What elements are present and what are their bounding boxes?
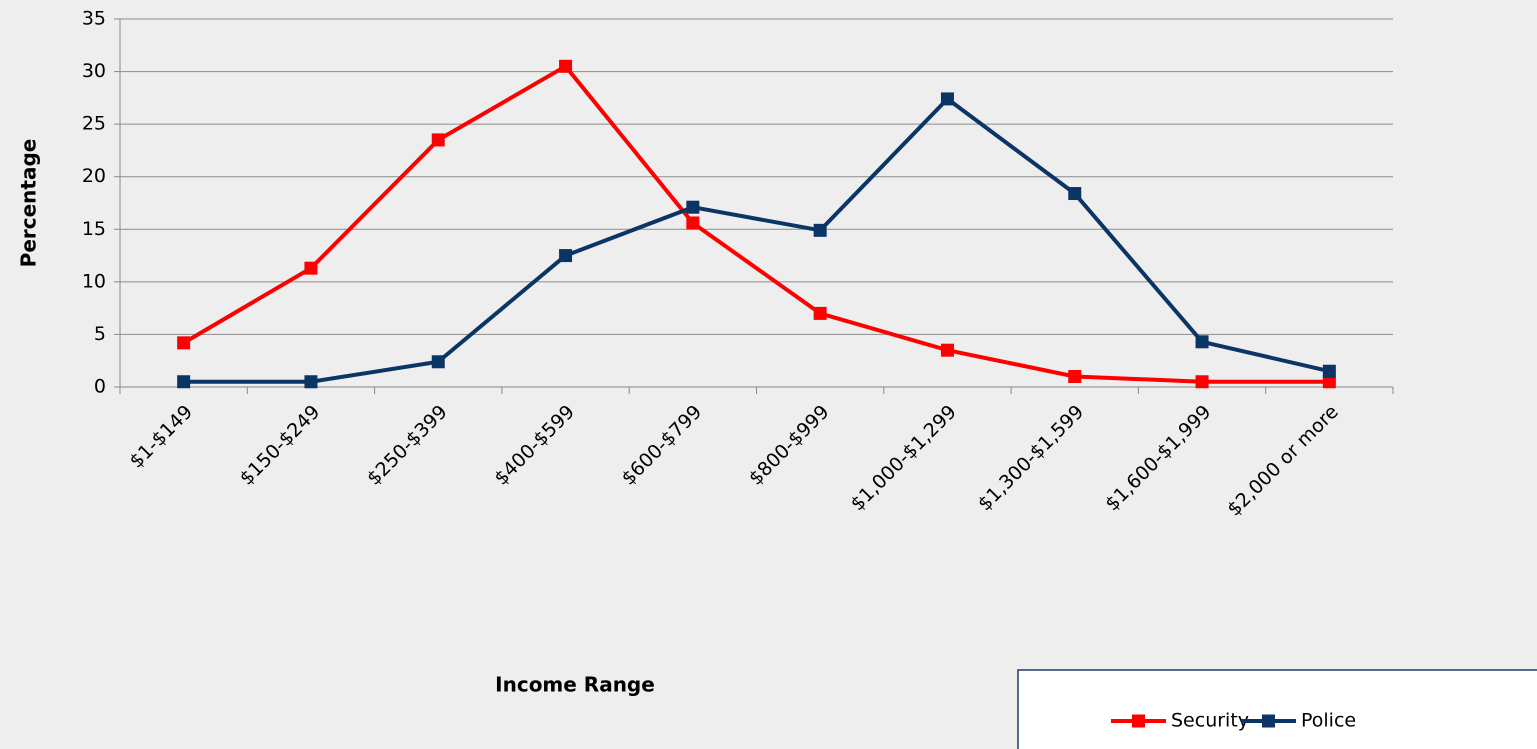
y-tick-label: 30 [82,60,106,82]
x-tick-label: $600-$799 [617,401,706,490]
point-marker [686,200,700,214]
y-tick-label: 25 [82,113,106,135]
y-tick-label: 15 [82,218,106,240]
point-marker [940,343,954,357]
x-tick-label: $1,600-$1,999 [1101,401,1215,515]
x-tick-label: $400-$599 [490,401,579,490]
y-tick-label: 35 [82,8,106,30]
point-marker [813,223,827,237]
y-tick-label: 0 [94,376,106,398]
legend-box [1017,669,1537,749]
series-line [183,96,1330,384]
legend: Security Police [1017,669,1537,749]
point-marker [1195,375,1209,389]
y-tick-label: 10 [82,270,106,292]
point-marker [1068,187,1082,201]
point-marker [304,375,318,389]
x-axis-title: Income Range [495,673,655,697]
point-marker [813,306,827,320]
x-tick-label: $800-$999 [745,401,834,490]
x-tick-label: $250-$399 [363,401,452,490]
point-marker [559,59,573,73]
point-marker [940,92,954,106]
point-marker [559,249,573,263]
x-tick-label: $1,000-$1,299 [846,401,960,515]
point-marker [1322,375,1336,389]
point-marker [177,336,191,350]
y-axis-title: Percentage [17,139,41,268]
legend-label: Security [1171,710,1249,732]
legend-label: Police [1301,710,1356,732]
point-marker [1068,369,1082,383]
point-marker [177,375,191,389]
y-tick-label: 20 [82,165,106,187]
y-tick-label: 5 [94,323,106,345]
series-line [182,64,1330,384]
point-marker [304,261,318,275]
point-marker [1322,364,1336,378]
x-tick-label: $1-$149 [125,401,197,473]
point-marker [431,133,445,147]
point-marker [431,355,445,369]
x-tick-label: $2,000 or more [1223,401,1343,521]
point-marker [686,216,700,230]
x-tick-label: $1,300-$1,599 [974,401,1088,515]
x-tick-label: $150-$249 [236,401,325,490]
point-marker [1195,335,1209,349]
legend-marker [1262,714,1275,728]
legend-marker [1132,714,1145,728]
